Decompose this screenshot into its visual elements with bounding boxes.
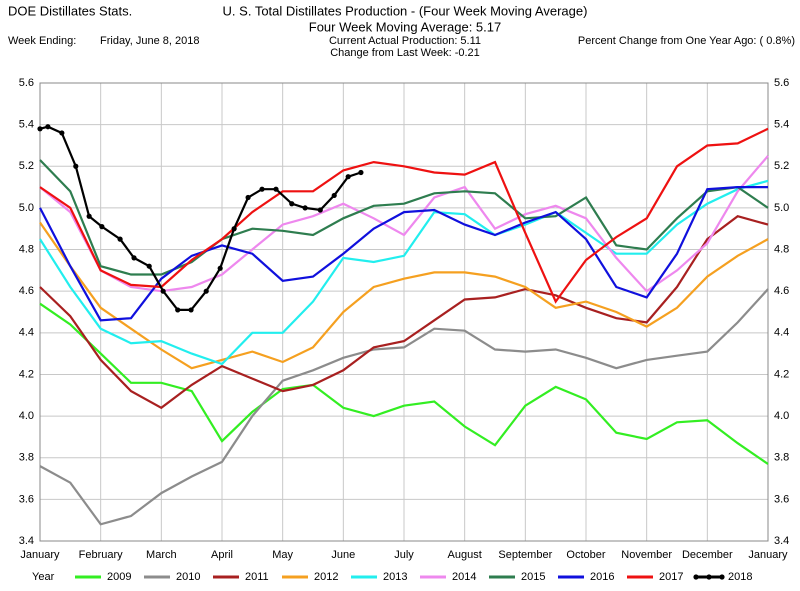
point [175, 307, 181, 313]
point [203, 288, 209, 294]
y-tick-label: 3.6 [19, 493, 34, 505]
point [317, 207, 323, 213]
current: Current Actual Production: 5.11 [329, 35, 481, 47]
point [86, 213, 92, 219]
y-tick-label: 3.6 [774, 493, 789, 505]
point [160, 288, 166, 294]
y-tick-label: 5.4 [19, 119, 34, 131]
x-tick-label: April [211, 549, 233, 561]
y-tick-label: 4.4 [19, 327, 34, 339]
x-tick-label: January [20, 549, 60, 561]
point [345, 174, 351, 180]
point [188, 307, 194, 313]
point [73, 163, 79, 169]
y-tick-label: 5.0 [19, 202, 34, 214]
y-tick-label: 4.4 [774, 327, 789, 339]
x-tick-label: September [498, 549, 552, 561]
plot-frame [39, 82, 769, 542]
point [37, 126, 43, 132]
y-tick-label: 3.4 [19, 535, 34, 547]
source: DOE Distillates Stats. [8, 3, 132, 18]
x-tick-label: January [748, 549, 788, 561]
legend-label: 2011 [245, 571, 269, 583]
x-tick-label: February [79, 549, 124, 561]
y-tick-label: 5.0 [774, 202, 789, 214]
point [99, 224, 105, 230]
legend-label: 2016 [590, 571, 614, 583]
y-tick-label: 4.2 [19, 368, 34, 380]
x-tick-label: June [331, 549, 355, 561]
series-line [39, 179, 769, 366]
week-ending: Friday, June 8, 2018 [100, 35, 199, 47]
legend-label: 2015 [521, 571, 545, 583]
x-tick-label: March [146, 549, 177, 561]
legend-label: 2014 [452, 571, 476, 583]
y-tick-label: 4.6 [774, 285, 789, 297]
legend-label: 2018 [728, 571, 752, 583]
series-line [39, 288, 769, 526]
point [273, 186, 279, 192]
legend-marker [706, 574, 712, 580]
point [231, 226, 237, 232]
series-line [39, 214, 769, 410]
point [45, 124, 51, 130]
y-tick-label: 4.0 [774, 410, 789, 422]
series-line [39, 159, 769, 276]
series-line [39, 302, 769, 465]
percent-change: Percent Change from One Year Ago: ( 0.8%… [578, 35, 795, 47]
week-ending-label: Week Ending: [8, 35, 76, 47]
change: Change from Last Week: -0.21 [330, 47, 480, 59]
y-tick-label: 4.8 [19, 243, 34, 255]
x-tick-label: July [394, 549, 414, 561]
y-tick-label: 3.8 [774, 452, 789, 464]
legend-marker [719, 574, 725, 580]
y-tick-label: 4.6 [19, 285, 34, 297]
legend-label: 2010 [176, 571, 200, 583]
legend-label: 2009 [107, 571, 131, 583]
point [59, 130, 65, 136]
chart-subtitle: Four Week Moving Average: 5.17 [309, 19, 501, 34]
point [131, 255, 137, 261]
legend-title: Year [32, 571, 55, 583]
point [302, 205, 308, 211]
y-tick-label: 5.6 [774, 77, 789, 89]
y-tick-label: 4.0 [19, 410, 34, 422]
legend-label: 2013 [383, 571, 407, 583]
series-line [39, 186, 768, 322]
point [289, 201, 295, 207]
x-tick-label: December [682, 549, 733, 561]
point [245, 194, 251, 201]
y-tick-label: 5.2 [19, 160, 34, 172]
point [117, 236, 123, 242]
x-tick-label: November [621, 549, 672, 561]
point [259, 186, 265, 192]
y-tick-label: 3.4 [774, 535, 789, 547]
x-tick-label: October [566, 549, 605, 561]
legend-label: 2017 [659, 571, 683, 583]
legend-marker [693, 574, 699, 580]
point [331, 192, 337, 199]
series-line [39, 221, 769, 370]
y-tick-label: 4.8 [774, 243, 789, 255]
point [358, 169, 364, 176]
y-tick-label: 3.8 [19, 452, 34, 464]
point [146, 263, 152, 269]
x-tick-label: May [272, 549, 293, 561]
x-tick-label: August [448, 549, 482, 561]
y-tick-label: 5.2 [774, 160, 789, 172]
y-tick-label: 4.2 [774, 368, 789, 380]
y-tick-label: 5.4 [774, 119, 789, 131]
legend-label: 2012 [314, 571, 338, 583]
y-tick-label: 5.6 [19, 77, 34, 89]
point [217, 265, 223, 271]
chart-title: U. S. Total Distillates Production - (Fo… [223, 3, 588, 18]
